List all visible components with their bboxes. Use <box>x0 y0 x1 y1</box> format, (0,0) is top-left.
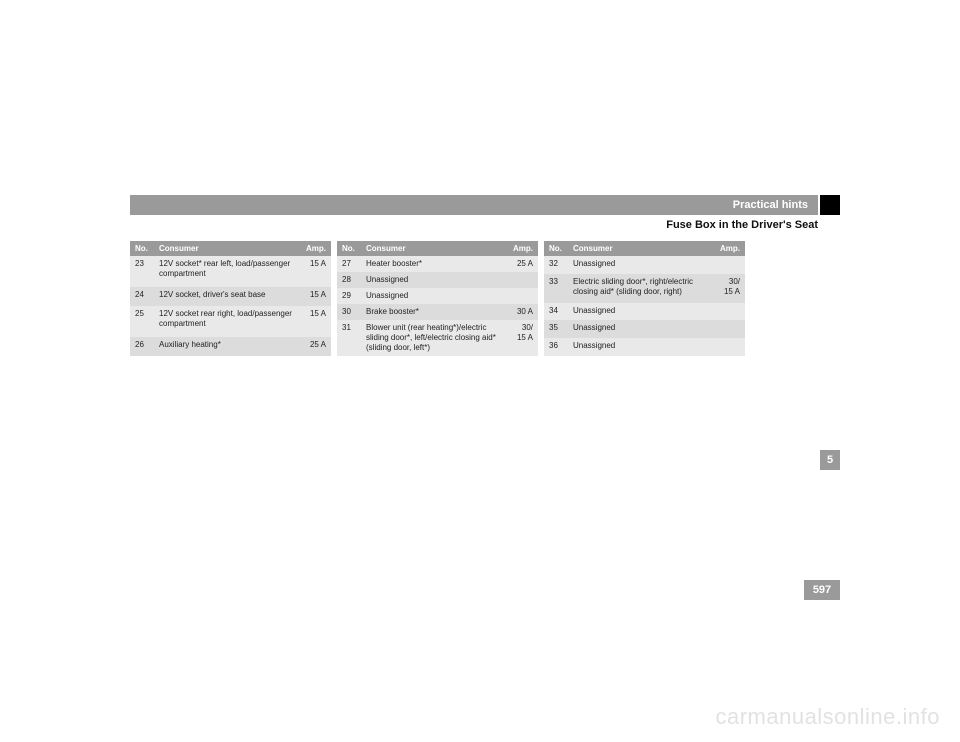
col-consumer: Consumer <box>154 241 299 256</box>
cell-consumer: Electric sliding door*, right/electric c… <box>568 274 713 303</box>
cell-no: 33 <box>544 274 568 303</box>
cell-no: 30 <box>337 304 361 320</box>
page-title: Fuse Box in the Driver's Seat <box>130 219 840 231</box>
table-row: 34 Unassigned <box>544 303 745 321</box>
cell-amp <box>713 303 745 321</box>
cell-consumer: 12V socket* rear left, load/passenger co… <box>154 256 299 287</box>
cell-consumer: Unassigned <box>568 320 713 338</box>
cell-no: 31 <box>337 320 361 356</box>
fuse-table-1: No. Consumer Amp. 23 12V socket* rear le… <box>130 241 331 356</box>
cell-no: 35 <box>544 320 568 338</box>
cell-amp: 15 A <box>299 256 331 287</box>
cell-consumer: 12V socket, driver's seat base <box>154 287 299 306</box>
table-header-row: No. Consumer Amp. <box>544 241 745 256</box>
table-row: 24 12V socket, driver's seat base 15 A <box>130 287 331 306</box>
cell-amp: 30/ 15 A <box>506 320 538 356</box>
col-amp: Amp. <box>506 241 538 256</box>
fuse-tables-row: No. Consumer Amp. 23 12V socket* rear le… <box>130 241 840 356</box>
table-row: 25 12V socket rear right, load/passenger… <box>130 306 331 337</box>
cell-amp <box>506 272 538 288</box>
page-content: Practical hints Fuse Box in the Driver's… <box>130 195 840 356</box>
cell-no: 28 <box>337 272 361 288</box>
cell-amp <box>713 256 745 274</box>
section-header-black-square <box>820 195 840 215</box>
cell-consumer: Unassigned <box>361 288 506 304</box>
col-amp: Amp. <box>299 241 331 256</box>
watermark: carmanualsonline.info <box>715 704 940 730</box>
table-row: 26 Auxiliary heating* 25 A <box>130 337 331 356</box>
table-row: 32 Unassigned <box>544 256 745 274</box>
table-row: 23 12V socket* rear left, load/passenger… <box>130 256 331 287</box>
col-consumer: Consumer <box>361 241 506 256</box>
section-header-bar: Practical hints <box>130 195 840 215</box>
cell-no: 32 <box>544 256 568 274</box>
cell-amp <box>713 338 745 356</box>
cell-amp: 30 A <box>506 304 538 320</box>
chapter-tab: 5 <box>820 450 840 470</box>
col-no: No. <box>130 241 154 256</box>
cell-no: 29 <box>337 288 361 304</box>
fuse-table-2: No. Consumer Amp. 27 Heater booster* 25 … <box>337 241 538 356</box>
section-header-text: Practical hints <box>733 199 808 211</box>
cell-consumer: Brake booster* <box>361 304 506 320</box>
col-no: No. <box>337 241 361 256</box>
table-row: 35 Unassigned <box>544 320 745 338</box>
cell-amp: 15 A <box>299 287 331 306</box>
cell-no: 36 <box>544 338 568 356</box>
cell-consumer: Unassigned <box>568 338 713 356</box>
col-amp: Amp. <box>713 241 745 256</box>
col-consumer: Consumer <box>568 241 713 256</box>
table-row: 31 Blower unit (rear heating*)/electric … <box>337 320 538 356</box>
table-row: 29 Unassigned <box>337 288 538 304</box>
cell-consumer: Unassigned <box>568 303 713 321</box>
cell-no: 24 <box>130 287 154 306</box>
table-row: 28 Unassigned <box>337 272 538 288</box>
col-no: No. <box>544 241 568 256</box>
cell-no: 27 <box>337 256 361 272</box>
cell-consumer: Unassigned <box>361 272 506 288</box>
cell-no: 34 <box>544 303 568 321</box>
cell-no: 26 <box>130 337 154 356</box>
cell-no: 25 <box>130 306 154 337</box>
cell-consumer: 12V socket rear right, load/passenger co… <box>154 306 299 337</box>
table-header-row: No. Consumer Amp. <box>130 241 331 256</box>
page-number: 597 <box>804 580 840 600</box>
cell-consumer: Heater booster* <box>361 256 506 272</box>
cell-amp: 25 A <box>299 337 331 356</box>
cell-consumer: Unassigned <box>568 256 713 274</box>
cell-amp: 25 A <box>506 256 538 272</box>
table-row: 30 Brake booster* 30 A <box>337 304 538 320</box>
cell-no: 23 <box>130 256 154 287</box>
fuse-table-3: No. Consumer Amp. 32 Unassigned 33 Elect… <box>544 241 745 356</box>
cell-amp <box>506 288 538 304</box>
table-row: 33 Electric sliding door*, right/electri… <box>544 274 745 303</box>
cell-consumer: Blower unit (rear heating*)/electric sli… <box>361 320 506 356</box>
cell-amp: 15 A <box>299 306 331 337</box>
cell-amp <box>713 320 745 338</box>
table-row: 27 Heater booster* 25 A <box>337 256 538 272</box>
section-header-grey: Practical hints <box>130 195 818 215</box>
cell-consumer: Auxiliary heating* <box>154 337 299 356</box>
table-row: 36 Unassigned <box>544 338 745 356</box>
cell-amp: 30/ 15 A <box>713 274 745 303</box>
table-header-row: No. Consumer Amp. <box>337 241 538 256</box>
